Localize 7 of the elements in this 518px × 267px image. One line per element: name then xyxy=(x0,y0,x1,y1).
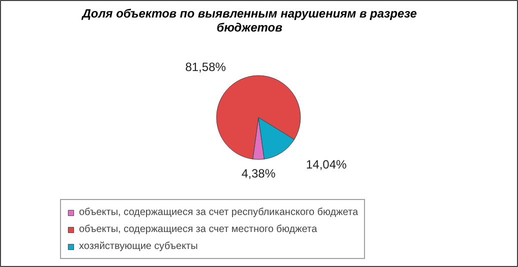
legend-label: объекты, содержащиеся за счет республиканского бюджета xyxy=(79,206,358,218)
data-label: 81,58% xyxy=(185,60,226,74)
legend-label: объекты, содержащиеся за счет местного бюджета xyxy=(79,223,318,235)
legend-label: хозяйствующие субъекты xyxy=(79,240,198,252)
data-label: 4,38% xyxy=(241,166,276,180)
data-label: 14,04% xyxy=(306,157,347,172)
chart-title: Доля объектов по выявленным нарушениям в разрезе бюджетов xyxy=(81,6,418,34)
